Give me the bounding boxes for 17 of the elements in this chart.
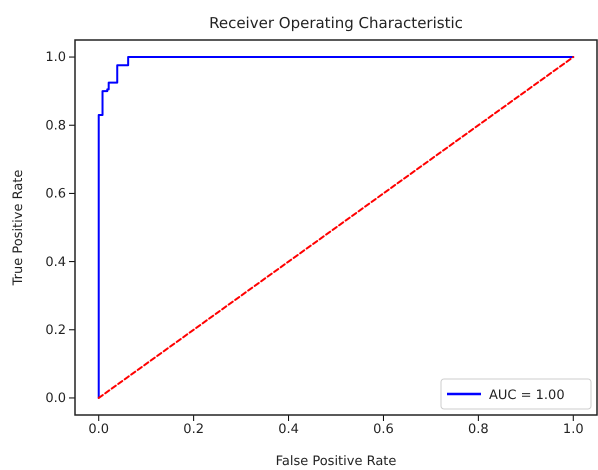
legend-label: AUC = 1.00 [489,388,565,403]
y-tick-label: 0.0 [45,391,66,406]
y-tick-label: 0.2 [45,322,66,338]
x-tick-label: 0.4 [278,422,299,438]
chart-title: Receiver Operating Characteristic [209,14,463,32]
x-tick-label: 1.0 [562,422,584,438]
y-tick-label: 0.4 [45,254,66,270]
x-tick-label: 0.8 [468,422,489,438]
line-series [98,56,574,399]
x-tick-label: 0.6 [373,422,394,438]
x-tick-label: 0.2 [183,422,204,438]
x-axis-title: False Positive Rate [276,454,396,469]
x-tick-label: 0.0 [88,422,110,438]
y-axis-title: True Positive Rate [11,170,26,286]
y-tick-label: 0.6 [45,186,66,202]
y-tick-label: 0.8 [45,118,66,134]
y-tick-label: 1.0 [45,50,66,66]
